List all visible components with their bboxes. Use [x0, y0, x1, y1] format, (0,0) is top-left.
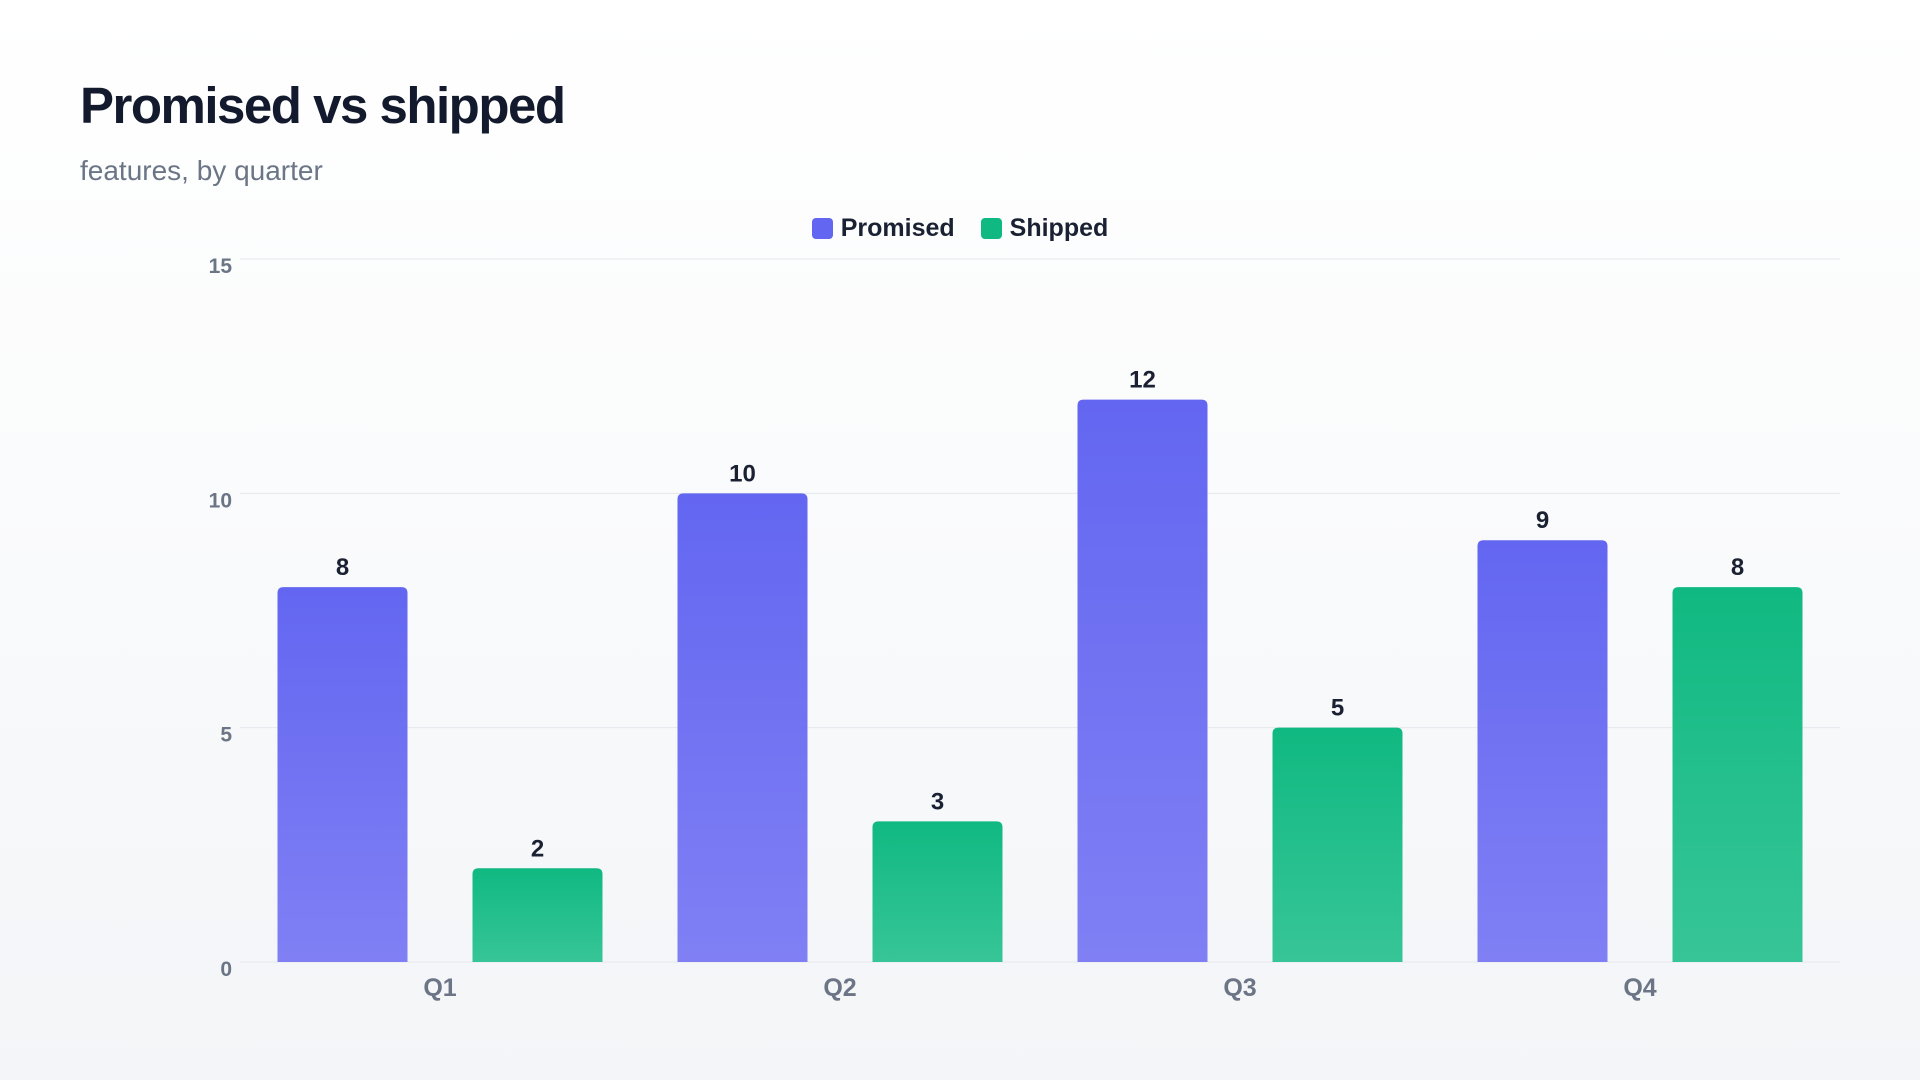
chart-subtitle: features, by quarter — [80, 155, 323, 186]
x-tick-label-q4: Q4 — [1623, 974, 1656, 1002]
bar-shipped-q4 — [1672, 587, 1803, 962]
data-label-promised-q1: 8 — [336, 554, 349, 581]
legend-label-promised: Promised — [840, 214, 955, 242]
bar-promised-q3 — [1077, 399, 1208, 963]
data-label-shipped-q3: 5 — [1331, 695, 1344, 722]
y-tick-label-10: 10 — [209, 489, 232, 512]
data-label-promised-q4: 9 — [1536, 507, 1549, 534]
legend-item-shipped: Shipped — [980, 214, 1109, 243]
legend-swatch-promised — [811, 218, 833, 239]
chart-title: Promised vs shipped — [80, 77, 566, 134]
bar-shipped-q3 — [1272, 727, 1403, 962]
legend-item-promised: Promised — [811, 214, 955, 243]
y-tick-label-15: 15 — [209, 255, 233, 278]
legend: Promised Shipped — [0, 214, 1920, 243]
legend-swatch-shipped — [980, 218, 1002, 239]
data-label-shipped-q4: 8 — [1731, 554, 1744, 581]
y-tick-label-0: 0 — [220, 958, 232, 981]
data-label-shipped-q2: 3 — [931, 788, 944, 815]
y-tick-label-5: 5 — [220, 724, 232, 747]
bar-promised-q4 — [1477, 540, 1608, 962]
bar-shipped-q2 — [872, 821, 1003, 962]
data-label-promised-q3: 12 — [1129, 367, 1156, 394]
bar-shipped-q1 — [472, 868, 603, 962]
x-tick-label-q2: Q2 — [823, 974, 856, 1002]
data-label-shipped-q1: 2 — [531, 835, 544, 862]
x-tick-label-q1: Q1 — [423, 974, 456, 1002]
bar-promised-q1 — [277, 587, 408, 962]
data-label-promised-q2: 10 — [729, 460, 756, 487]
legend-label-shipped: Shipped — [1009, 214, 1109, 242]
x-tick-label-q3: Q3 — [1223, 974, 1256, 1002]
bar-promised-q2 — [677, 493, 808, 962]
